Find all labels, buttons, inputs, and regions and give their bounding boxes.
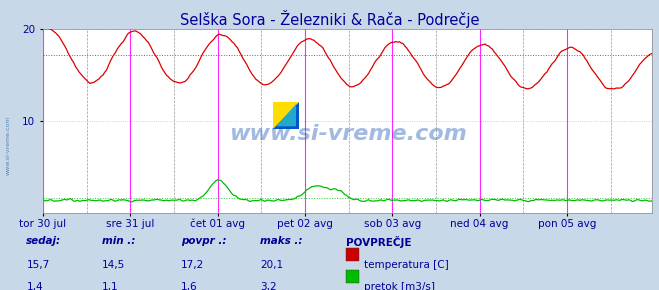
Text: 15,7: 15,7 bbox=[26, 260, 49, 269]
Text: min .:: min .: bbox=[102, 236, 136, 246]
Text: sedaj:: sedaj: bbox=[26, 236, 61, 246]
Text: 1,1: 1,1 bbox=[102, 282, 119, 290]
Text: 20,1: 20,1 bbox=[260, 260, 283, 269]
Text: maks .:: maks .: bbox=[260, 236, 302, 246]
Text: 3,2: 3,2 bbox=[260, 282, 277, 290]
Polygon shape bbox=[273, 102, 299, 129]
Text: www.si-vreme.com: www.si-vreme.com bbox=[5, 115, 11, 175]
Text: povpr .:: povpr .: bbox=[181, 236, 227, 246]
Polygon shape bbox=[273, 102, 299, 129]
Text: 17,2: 17,2 bbox=[181, 260, 204, 269]
Text: 1,4: 1,4 bbox=[26, 282, 43, 290]
Text: temperatura [C]: temperatura [C] bbox=[364, 260, 449, 269]
Text: POVPREČJE: POVPREČJE bbox=[346, 236, 411, 248]
Text: 1,6: 1,6 bbox=[181, 282, 198, 290]
Text: Selška Sora - Železniki & Rača - Podrečje: Selška Sora - Železniki & Rača - Podrečj… bbox=[180, 10, 479, 28]
Polygon shape bbox=[276, 104, 296, 126]
Text: 14,5: 14,5 bbox=[102, 260, 125, 269]
Text: pretok [m3/s]: pretok [m3/s] bbox=[364, 282, 436, 290]
Text: www.si-vreme.com: www.si-vreme.com bbox=[229, 124, 467, 144]
